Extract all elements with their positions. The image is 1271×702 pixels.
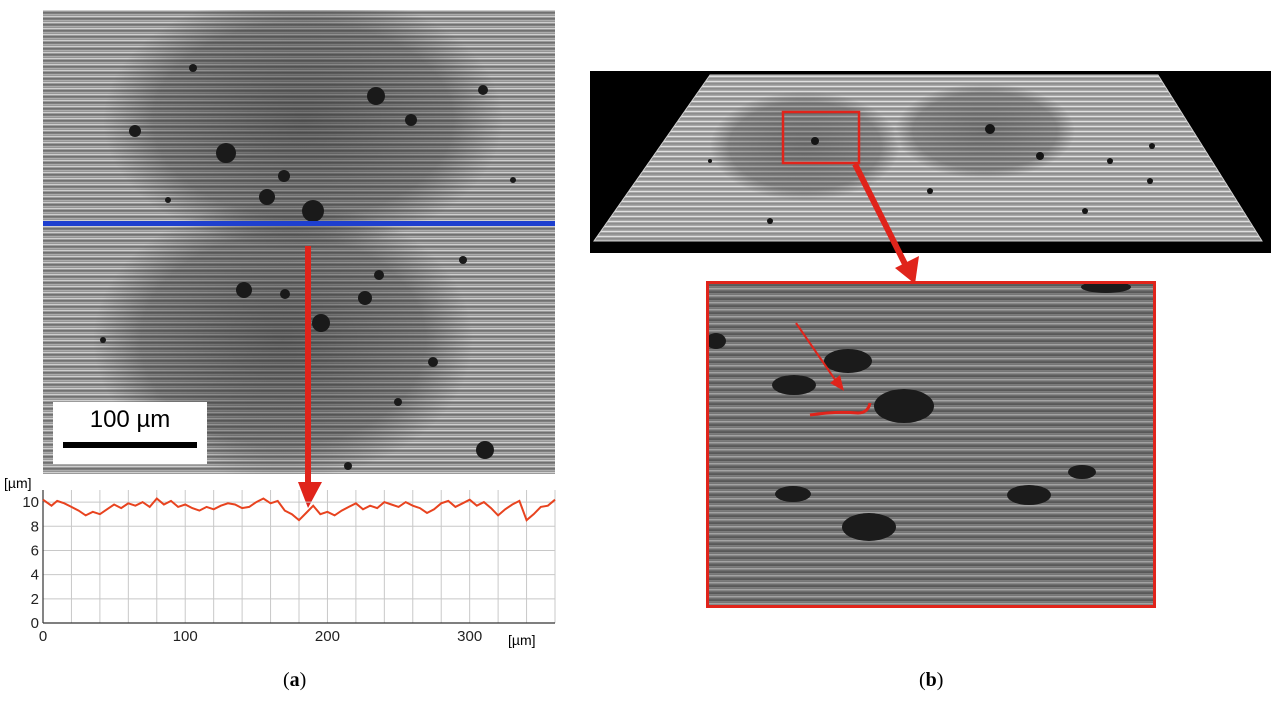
x-tick-label: 100 <box>173 628 198 645</box>
caption-b-close: ) <box>936 669 944 691</box>
x-tick-label: 200 <box>315 628 340 645</box>
caption-b-letter: b <box>925 669 937 691</box>
caption-a-letter: a <box>289 669 300 691</box>
zoom-arrow <box>852 162 919 284</box>
y-tick-label: 6 <box>31 542 39 559</box>
y-tick-label: 8 <box>31 518 39 535</box>
zoomed-region <box>706 281 1156 608</box>
y-tick-label: 10 <box>22 494 39 511</box>
y-axis-label: [µm] <box>4 475 32 491</box>
chart-grid <box>43 490 556 623</box>
micrograph-a <box>43 10 555 474</box>
caption-a: (a) <box>283 669 306 692</box>
x-tick-label: 300 <box>457 628 482 645</box>
x-tick-label: 0 <box>39 628 47 645</box>
y-tick-label: 2 <box>31 591 39 608</box>
profile-arrow <box>298 246 322 508</box>
caption-b: (b) <box>919 669 943 692</box>
pits-a <box>100 64 516 470</box>
zoom-region-box <box>781 110 861 165</box>
chart-axes <box>42 490 555 624</box>
y-tick-label: 4 <box>31 567 39 584</box>
series-line <box>42 497 556 522</box>
scale-bar-label: 100 µm <box>89 406 171 433</box>
y-tick-label: 0 <box>31 615 39 632</box>
profile-line <box>43 221 555 226</box>
caption-b-open: ( <box>919 669 926 691</box>
surface-3d-view <box>590 71 1271 253</box>
caption-a-open: ( <box>283 669 290 691</box>
x-axis-label: [µm] <box>508 632 536 648</box>
caption-a-close: ) <box>299 669 307 691</box>
pits-zoom <box>706 281 1131 541</box>
